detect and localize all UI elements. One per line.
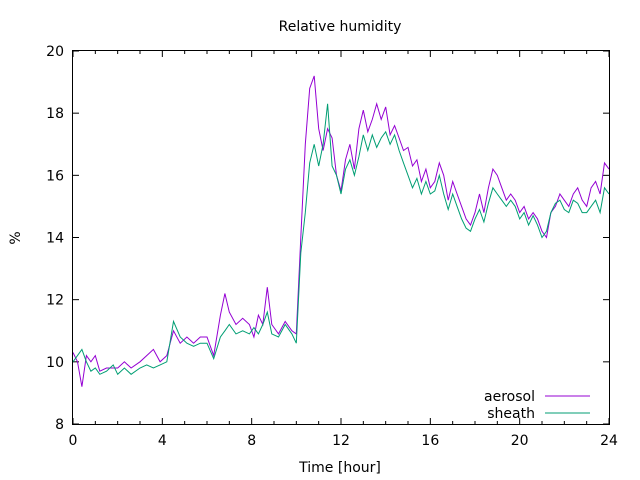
x-axis-label: Time [hour]: [298, 460, 381, 476]
x-tick-label: 4: [158, 433, 167, 449]
plot-frame: [72, 50, 610, 425]
x-tick-label: 8: [247, 433, 256, 449]
y-tick-label: 10: [46, 355, 64, 371]
x-tick-label: 16: [421, 433, 439, 449]
y-tick-label: 14: [46, 231, 64, 247]
y-tick-label: 8: [55, 417, 64, 433]
chart-title: Relative humidity: [279, 19, 402, 35]
x-tick-label: 0: [69, 433, 78, 449]
y-tick-label: 12: [46, 293, 64, 309]
y-tick-label: 20: [46, 44, 64, 60]
series-line-sheath: [72, 103, 610, 376]
axis-ticks: 0 4 8 12 16 20 24 8 10 12 14 16 18 20: [46, 44, 618, 449]
x-tick-label: 20: [511, 433, 529, 449]
x-tick-label: 24: [600, 433, 618, 449]
series-lines: [72, 75, 610, 387]
legend-label-sheath: sheath: [487, 406, 535, 422]
legend-label-aerosol: aerosol: [484, 389, 535, 405]
series-line-aerosol: [72, 75, 610, 387]
x-tick-label: 12: [332, 433, 350, 449]
y-tick-label: 18: [46, 106, 64, 122]
y-axis-label: %: [8, 231, 24, 244]
y-tick-label: 16: [46, 168, 64, 184]
